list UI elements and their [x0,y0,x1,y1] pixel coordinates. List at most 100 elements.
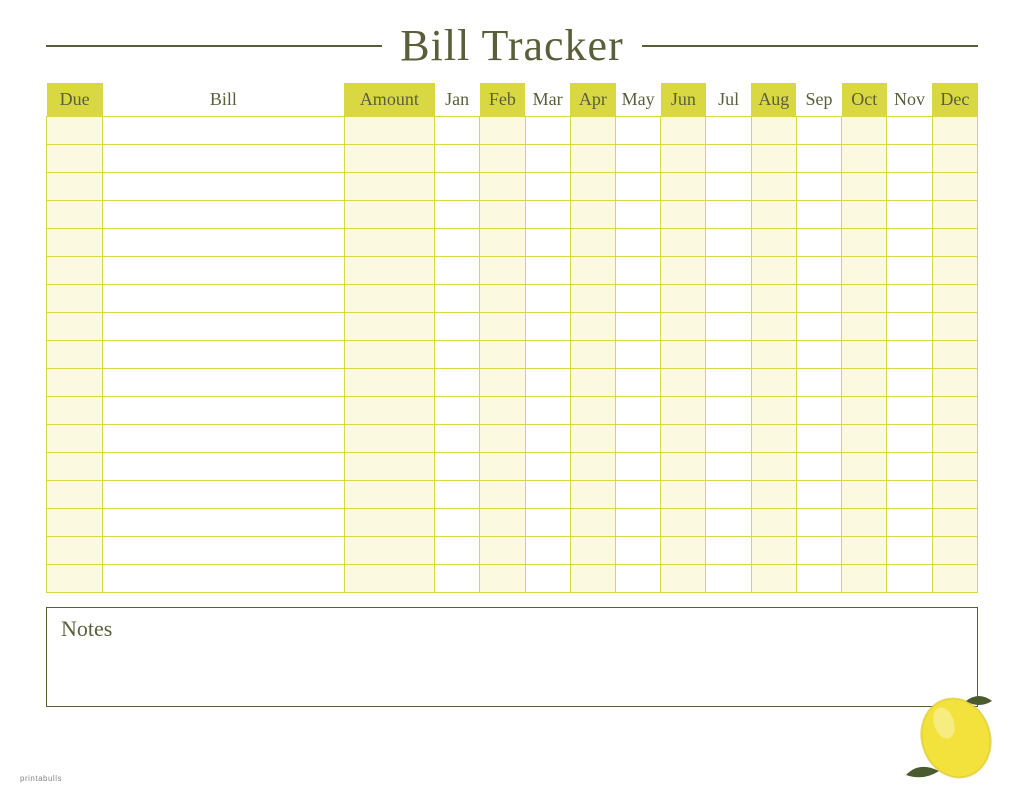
cell-dec [932,397,977,425]
cell-due [47,397,103,425]
cell-apr [570,201,615,229]
table-row [47,313,978,341]
bill-tracker-table: DueBillAmountJanFebMarAprMayJunJulAugSep… [46,83,978,593]
cell-amount [344,173,434,201]
cell-nov [887,201,932,229]
title-row: Bill Tracker [0,0,1024,83]
cell-due [47,257,103,285]
cell-amount [344,285,434,313]
cell-nov [887,229,932,257]
cell-aug [751,509,796,537]
cell-jul [706,201,751,229]
cell-amount [344,117,434,145]
cell-jan [435,117,480,145]
cell-oct [842,565,887,593]
cell-due [47,453,103,481]
cell-bill [103,229,344,257]
col-header-aug: Aug [751,83,796,117]
cell-aug [751,453,796,481]
cell-amount [344,145,434,173]
cell-amount [344,257,434,285]
cell-jul [706,425,751,453]
cell-bill [103,425,344,453]
cell-dec [932,481,977,509]
cell-jun [661,285,706,313]
col-header-due: Due [47,83,103,117]
cell-jun [661,565,706,593]
cell-sep [796,285,841,313]
cell-mar [525,397,570,425]
cell-nov [887,369,932,397]
table-row [47,425,978,453]
cell-may [616,453,661,481]
cell-nov [887,537,932,565]
cell-sep [796,397,841,425]
watermark: printabulls [20,774,62,783]
cell-aug [751,341,796,369]
cell-sep [796,369,841,397]
page-title: Bill Tracker [400,20,623,71]
cell-bill [103,285,344,313]
cell-feb [480,145,525,173]
cell-may [616,537,661,565]
cell-may [616,369,661,397]
cell-may [616,229,661,257]
cell-amount [344,425,434,453]
cell-jan [435,369,480,397]
cell-mar [525,173,570,201]
cell-oct [842,313,887,341]
cell-feb [480,453,525,481]
cell-mar [525,509,570,537]
cell-nov [887,257,932,285]
col-header-sep: Sep [796,83,841,117]
cell-due [47,369,103,397]
cell-jul [706,313,751,341]
cell-aug [751,201,796,229]
cell-jun [661,369,706,397]
cell-bill [103,481,344,509]
cell-aug [751,369,796,397]
cell-due [47,509,103,537]
cell-oct [842,509,887,537]
cell-feb [480,257,525,285]
cell-aug [751,481,796,509]
cell-jul [706,565,751,593]
col-header-feb: Feb [480,83,525,117]
cell-feb [480,173,525,201]
notes-label: Notes [61,616,963,642]
cell-due [47,229,103,257]
col-header-mar: Mar [525,83,570,117]
cell-nov [887,145,932,173]
col-header-jul: Jul [706,83,751,117]
cell-due [47,481,103,509]
cell-dec [932,425,977,453]
table-row [47,201,978,229]
cell-sep [796,117,841,145]
cell-dec [932,453,977,481]
cell-jun [661,341,706,369]
cell-apr [570,481,615,509]
cell-oct [842,369,887,397]
cell-jan [435,313,480,341]
cell-sep [796,537,841,565]
cell-dec [932,117,977,145]
cell-dec [932,565,977,593]
cell-may [616,313,661,341]
cell-bill [103,509,344,537]
cell-nov [887,341,932,369]
col-header-apr: Apr [570,83,615,117]
cell-feb [480,425,525,453]
cell-nov [887,117,932,145]
cell-jan [435,285,480,313]
cell-apr [570,509,615,537]
cell-nov [887,565,932,593]
cell-apr [570,369,615,397]
cell-jun [661,537,706,565]
col-header-oct: Oct [842,83,887,117]
cell-may [616,565,661,593]
cell-mar [525,481,570,509]
cell-apr [570,397,615,425]
cell-jan [435,257,480,285]
col-header-jan: Jan [435,83,480,117]
table-body [47,117,978,593]
